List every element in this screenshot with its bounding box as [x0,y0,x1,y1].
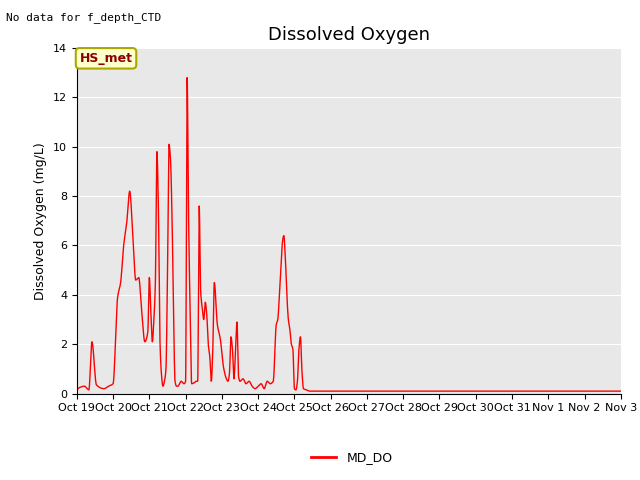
Text: HS_met: HS_met [79,52,132,65]
Legend: MD_DO: MD_DO [307,446,397,469]
Y-axis label: Dissolved Oxygen (mg/L): Dissolved Oxygen (mg/L) [35,142,47,300]
Title: Dissolved Oxygen: Dissolved Oxygen [268,25,430,44]
Text: No data for f_depth_CTD: No data for f_depth_CTD [6,12,162,23]
